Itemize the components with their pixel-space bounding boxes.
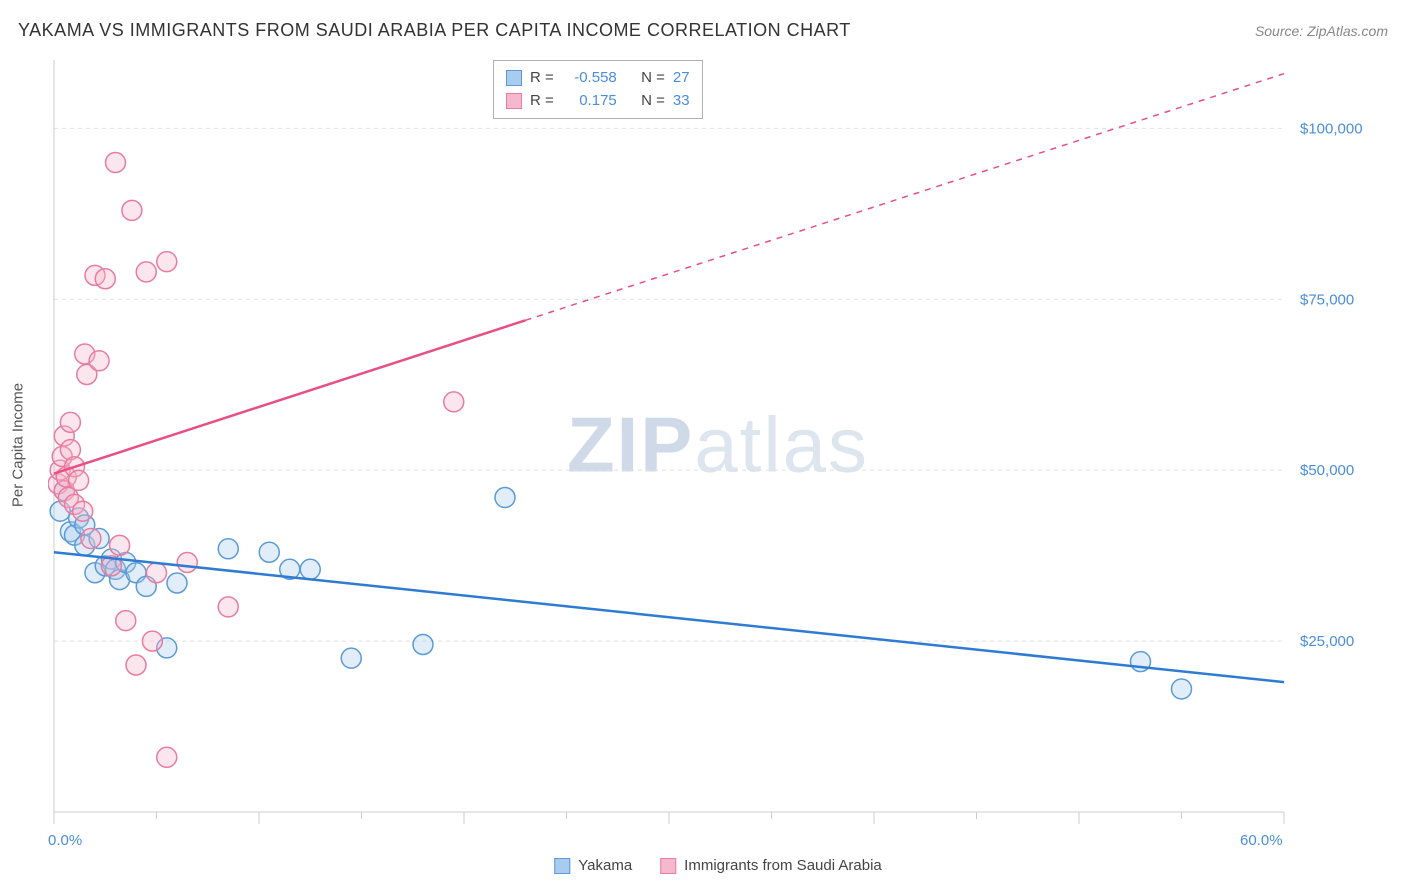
- data-point: [60, 412, 80, 432]
- data-point: [110, 535, 130, 555]
- data-point: [73, 501, 93, 521]
- legend-swatch: [554, 858, 570, 874]
- x-tick-label: 60.0%: [1240, 832, 1283, 849]
- source-label: Source: ZipAtlas.com: [1255, 23, 1388, 39]
- data-point: [142, 631, 162, 651]
- data-point: [157, 252, 177, 272]
- data-point: [413, 635, 433, 655]
- legend-label: Immigrants from Saudi Arabia: [684, 857, 882, 874]
- stat-r-value: 0.175: [562, 90, 617, 113]
- data-point: [95, 269, 115, 289]
- legend-label: Yakama: [578, 857, 632, 874]
- legend-swatch: [506, 70, 522, 86]
- legend-swatch: [660, 858, 676, 874]
- data-point: [136, 262, 156, 282]
- data-point: [495, 488, 515, 508]
- y-tick-label: $100,000: [1300, 120, 1363, 137]
- plot-container: Per Capita Income ZIPatlas $25,000$50,00…: [48, 50, 1388, 840]
- stat-n-label: N =: [641, 90, 665, 113]
- y-tick-label: $25,000: [1300, 633, 1354, 650]
- data-point: [122, 200, 142, 220]
- stat-r-label: R =: [530, 90, 554, 113]
- legend-swatch: [506, 93, 522, 109]
- source-name: ZipAtlas.com: [1307, 23, 1388, 39]
- data-point: [177, 552, 197, 572]
- data-point: [147, 563, 167, 583]
- data-point: [300, 559, 320, 579]
- data-point: [69, 470, 89, 490]
- data-point: [259, 542, 279, 562]
- data-point: [89, 351, 109, 371]
- bottom-legend: Yakama Immigrants from Saudi Arabia: [554, 857, 882, 874]
- stats-row: R = -0.558 N = 27: [506, 67, 690, 90]
- source-prefix: Source:: [1255, 23, 1307, 39]
- y-tick-label: $75,000: [1300, 291, 1354, 308]
- data-point: [341, 648, 361, 668]
- data-point: [157, 747, 177, 767]
- y-tick-label: $50,000: [1300, 462, 1354, 479]
- stats-row: R = 0.175 N = 33: [506, 90, 690, 113]
- stat-n-label: N =: [641, 67, 665, 90]
- y-axis-label: Per Capita Income: [10, 383, 27, 507]
- title-bar: YAKAMA VS IMMIGRANTS FROM SAUDI ARABIA P…: [18, 20, 1388, 41]
- stat-r-label: R =: [530, 67, 554, 90]
- data-point: [167, 573, 187, 593]
- stat-n-value: 27: [673, 67, 690, 90]
- trend-line: [54, 552, 1284, 682]
- data-point: [218, 539, 238, 559]
- scatter-plot: $25,000 $50,000 $75,000 $100,000: [48, 50, 1388, 840]
- stat-n-value: 33: [673, 90, 690, 113]
- stat-r-value: -0.558: [562, 67, 617, 90]
- x-tick-label: 0.0%: [48, 832, 82, 849]
- stats-legend-box: R = -0.558 N = 27 R = 0.175 N = 33: [493, 60, 703, 119]
- legend-item: Immigrants from Saudi Arabia: [660, 857, 882, 874]
- data-point: [126, 655, 146, 675]
- legend-item: Yakama: [554, 857, 632, 874]
- data-point: [218, 597, 238, 617]
- data-point: [116, 611, 136, 631]
- data-point: [81, 529, 101, 549]
- data-point: [444, 392, 464, 412]
- chart-title: YAKAMA VS IMMIGRANTS FROM SAUDI ARABIA P…: [18, 20, 851, 41]
- data-point: [106, 153, 126, 173]
- data-point: [1172, 679, 1192, 699]
